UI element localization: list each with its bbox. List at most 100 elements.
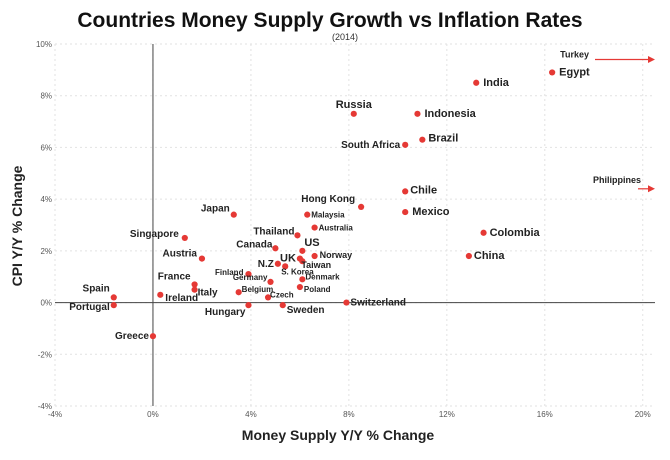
label-norway: Norway [320, 250, 353, 260]
point-singapore [181, 234, 188, 242]
off-chart-arrow-philippines [648, 185, 655, 193]
axes [55, 44, 655, 406]
label-taiwan: Taiwan [301, 260, 331, 270]
point-chile [402, 188, 409, 195]
y-axis-title: CPI Y/Y % Change [9, 165, 25, 286]
point-india [473, 79, 480, 86]
label-china: China [474, 250, 505, 262]
label-canada: Canada [236, 239, 273, 250]
point-portugal [110, 302, 117, 309]
point-malaysia [304, 211, 311, 218]
label-japan: Japan [201, 204, 230, 215]
label-chile: Chile [410, 184, 437, 196]
label-finland: Finland [215, 268, 244, 277]
point-spain [110, 294, 117, 301]
label-mexico: Mexico [412, 206, 450, 218]
x-tick-label: -4% [48, 410, 62, 419]
tick-labels: 10% 8% 6% 4% 2% 0% -2% -4%-4% 0% 4% 8% 12% 16% 20% [36, 40, 651, 419]
x-axis-title: Money Supply Y/Y % Change [242, 427, 435, 443]
y-tick-label: 0% [40, 299, 52, 308]
label-singapore: Singapore [130, 229, 179, 240]
point-czech [264, 294, 272, 301]
label-colombia: Colombia [490, 227, 541, 239]
chart-title: Countries Money Supply Growth vs Inflati… [77, 9, 582, 32]
point-austria [198, 255, 206, 262]
label-ireland: Ireland [165, 293, 198, 304]
x-tick-label: 12% [439, 410, 455, 419]
off-chart-arrow-turkey [648, 56, 655, 64]
point-colombia [480, 229, 487, 236]
point-egypt [549, 69, 556, 76]
label-belgium: Belgium [242, 285, 274, 294]
label-philippines: Philippines [593, 175, 641, 185]
point-norway [311, 252, 318, 260]
point-japan [230, 211, 237, 218]
y-tick-label: -4% [38, 402, 52, 411]
point-poland [296, 283, 303, 291]
point-china [465, 252, 472, 260]
point-n-z [274, 260, 281, 267]
label-switzerland: Switzerland [350, 298, 406, 309]
point-finland [245, 271, 252, 278]
label-indonesia: Indonesia [424, 108, 476, 120]
point-ireland [157, 291, 164, 298]
label-hungary: Hungary [205, 307, 246, 318]
point-italy [191, 286, 198, 293]
label-poland: Poland [304, 285, 331, 294]
label-portugal: Portugal [69, 302, 110, 313]
label-n-z: N.Z [258, 259, 274, 270]
point-brazil [419, 136, 426, 143]
point-denmark [299, 276, 306, 283]
label-brazil: Brazil [428, 133, 458, 145]
label-turkey: Turkey [560, 50, 589, 60]
label-thailand: Thailand [253, 226, 294, 237]
y-tick-label: 10% [36, 40, 52, 49]
y-tick-label: 4% [40, 195, 52, 204]
label-us: US [304, 237, 319, 249]
point-belgium [235, 289, 242, 296]
point-south-africa [402, 141, 409, 148]
data-points [110, 56, 655, 340]
x-tick-label: 16% [537, 410, 553, 419]
point-switzerland [343, 299, 350, 306]
point-canada [272, 245, 279, 252]
label-india: India [483, 77, 510, 89]
x-tick-label: 8% [343, 410, 355, 419]
label-hong-kong: Hong Kong [301, 194, 355, 205]
label-uk: UK [280, 253, 296, 265]
label-australia: Australia [319, 224, 354, 233]
x-tick-label: 4% [245, 410, 257, 419]
point-taiwan [299, 258, 306, 265]
point-mexico [402, 208, 409, 216]
label-spain: Spain [83, 283, 110, 294]
label-sweden: Sweden [287, 305, 325, 316]
x-tick-label: 20% [635, 410, 651, 419]
point-france [191, 281, 198, 288]
point-sweden [279, 302, 286, 309]
label-malaysia: Malaysia [311, 211, 345, 220]
point-russia [350, 110, 357, 117]
label-greece: Greece [115, 331, 149, 342]
label-s-korea: S. Korea [281, 267, 314, 276]
x-tick-label: 0% [147, 410, 159, 419]
label-germany: Germany [233, 273, 268, 282]
label-egypt: Egypt [559, 66, 590, 78]
y-tick-label: -2% [38, 350, 52, 359]
y-tick-label: 2% [40, 247, 52, 256]
point-indonesia [414, 110, 421, 117]
point-us [299, 247, 306, 254]
point-hungary [245, 302, 252, 309]
point-germany [267, 278, 274, 285]
label-denmark: Denmark [305, 272, 340, 281]
point-australia [311, 224, 318, 231]
point-greece [149, 333, 157, 340]
label-czech: Czech [270, 290, 294, 299]
y-tick-label: 6% [40, 143, 52, 152]
y-tick-label: 8% [40, 92, 52, 101]
point-s-korea [282, 263, 289, 270]
point-labels: Turkey Egypt India Russia Indonesia Brazil Sou… [69, 50, 641, 343]
label-italy: Italy [198, 288, 218, 299]
label-austria: Austria [162, 249, 197, 260]
label-france: France [158, 271, 191, 282]
